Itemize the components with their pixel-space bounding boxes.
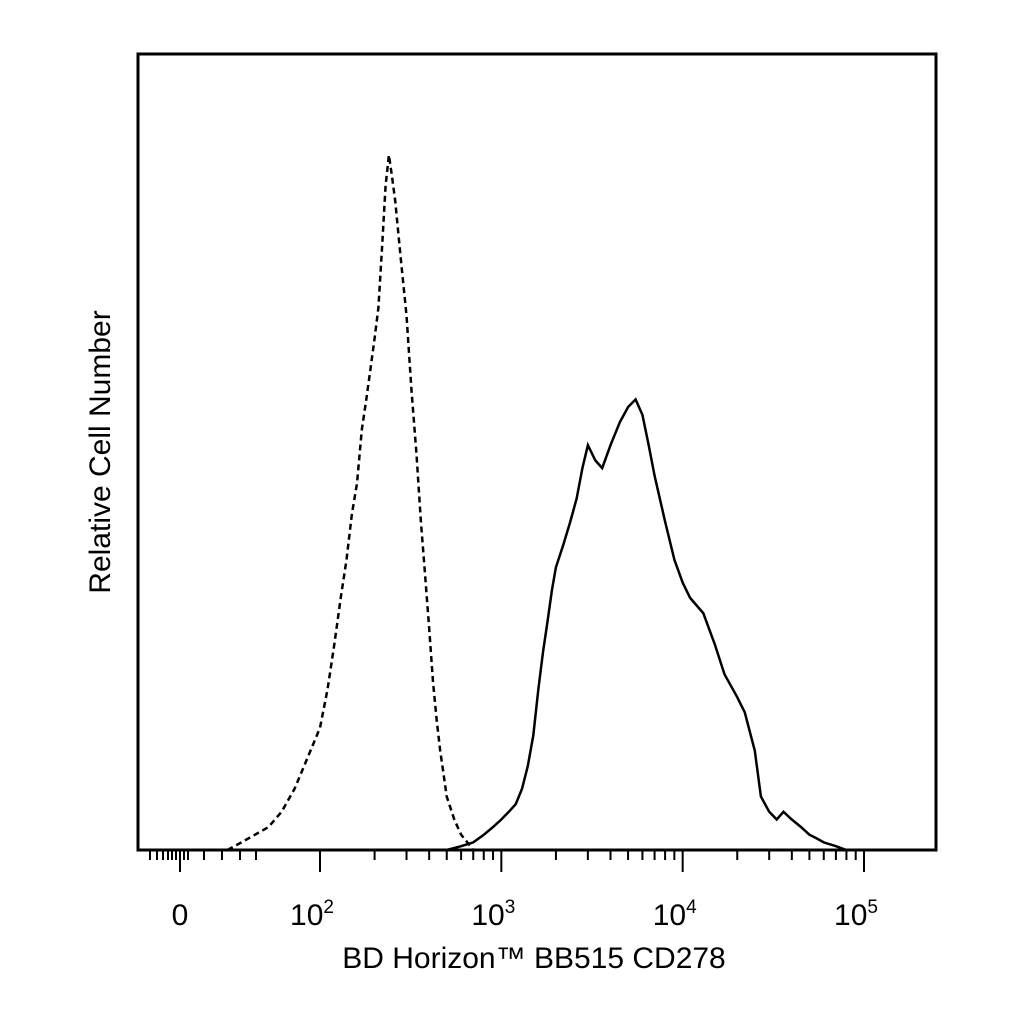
stained-sample-curve <box>446 397 847 852</box>
plot-frame <box>136 52 938 852</box>
x-tick-label: 0 <box>172 899 189 932</box>
x-tick-label: 103 <box>471 897 515 932</box>
isotype-control-curve <box>226 154 475 852</box>
x-axis-ticks <box>149 850 865 872</box>
x-tick-label: 105 <box>834 897 878 932</box>
y-axis-title: Relative Cell Number <box>84 310 117 593</box>
x-tick-label: 102 <box>290 897 334 932</box>
x-tick-label: 104 <box>653 897 697 932</box>
series-layer <box>226 154 847 852</box>
x-axis-title: BD Horizon™ BB515 CD278 <box>342 942 726 975</box>
x-tick-labels: 0 102 103 104 105 <box>172 897 878 932</box>
